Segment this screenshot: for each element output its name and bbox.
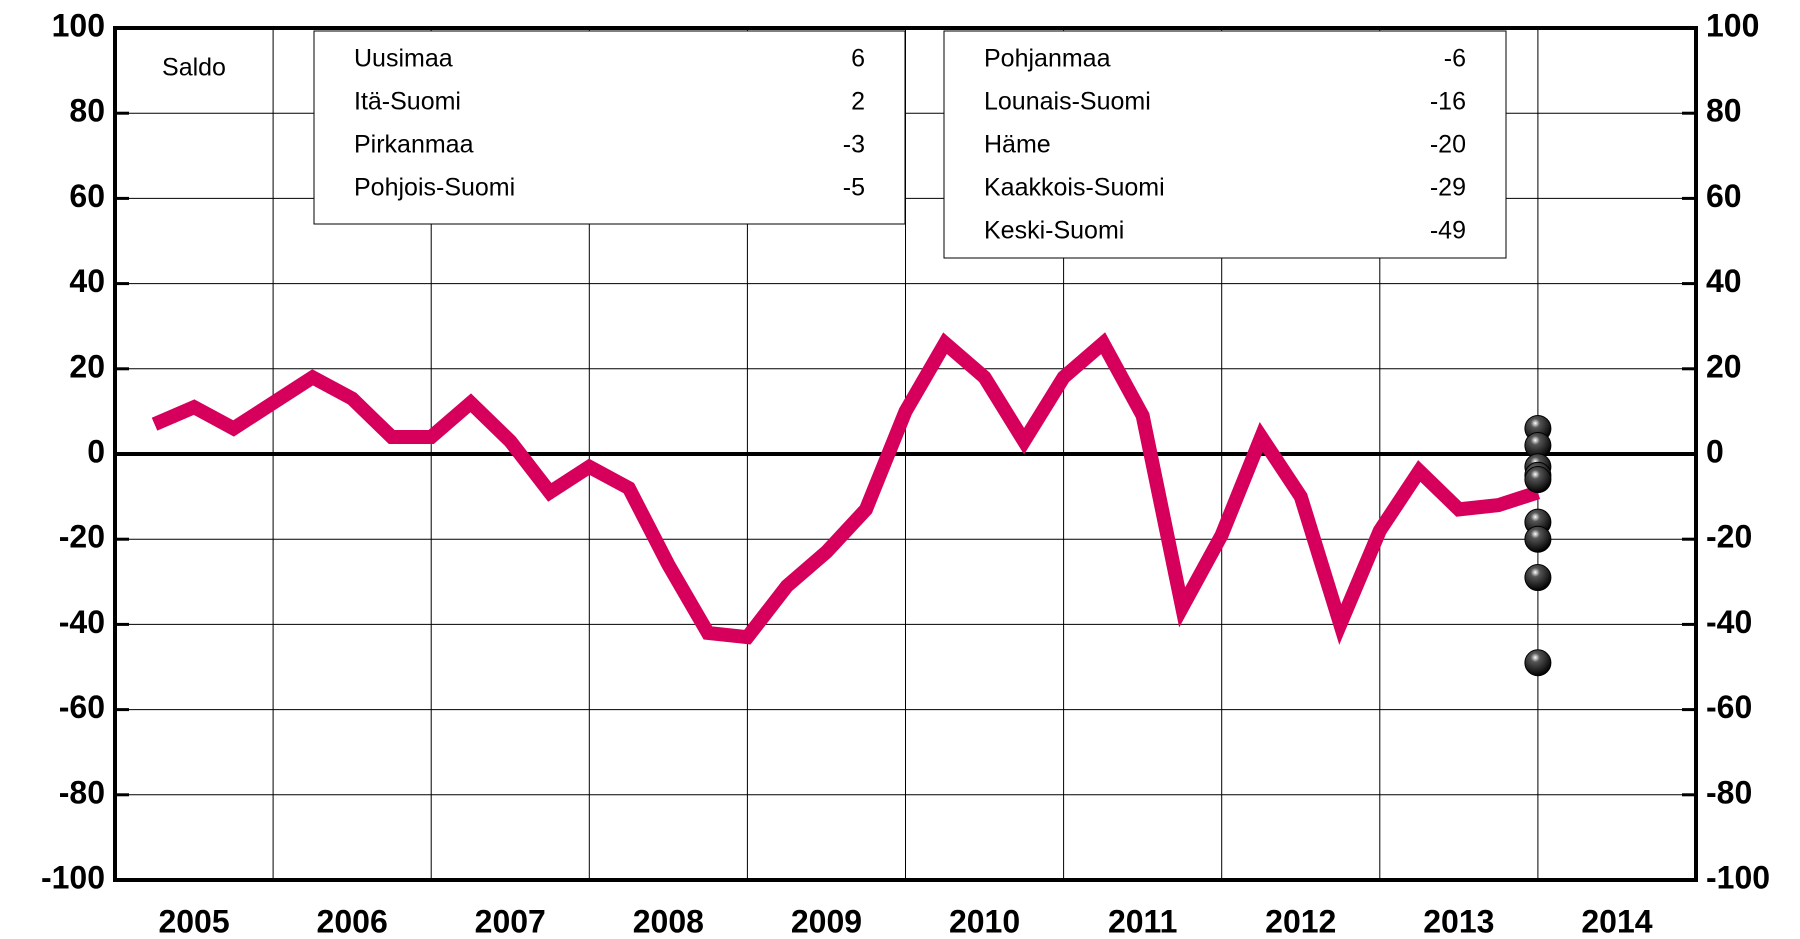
legend-box bbox=[943, 30, 1507, 259]
region-dot bbox=[1524, 466, 1552, 494]
legend-name: Itä-Suomi bbox=[354, 88, 461, 116]
x-tick-label: 2013 bbox=[1423, 903, 1494, 939]
x-tick-label: 2009 bbox=[791, 903, 862, 939]
legend-name: Kaakkois-Suomi bbox=[984, 174, 1165, 202]
x-tick-label: 2014 bbox=[1581, 903, 1652, 939]
region-dot bbox=[1524, 649, 1552, 677]
legend-name: Pohjanmaa bbox=[984, 45, 1111, 73]
y-tick-label: -80 bbox=[59, 774, 105, 810]
legend-name: Pirkanmaa bbox=[354, 131, 474, 159]
x-tick-label: 2005 bbox=[158, 903, 229, 939]
y2-tick-label: 40 bbox=[1706, 263, 1742, 299]
x-tick-label: 2012 bbox=[1265, 903, 1336, 939]
x-tick-label: 2008 bbox=[633, 903, 704, 939]
legend-value: 6 bbox=[851, 45, 865, 73]
y-tick-label: 80 bbox=[69, 93, 105, 129]
legend-value: -29 bbox=[1430, 174, 1466, 202]
y-tick-label: 40 bbox=[69, 263, 105, 299]
data-line bbox=[151, 332, 1541, 645]
legend-name: Lounais-Suomi bbox=[984, 88, 1151, 116]
legend-value: -20 bbox=[1430, 131, 1466, 159]
y2-tick-label: 60 bbox=[1706, 178, 1742, 214]
legend-value: -5 bbox=[843, 174, 865, 202]
y2-tick-label: 0 bbox=[1706, 433, 1724, 469]
legend-value: -49 bbox=[1430, 217, 1466, 245]
legend-value: -3 bbox=[843, 131, 865, 159]
legend-value: -6 bbox=[1444, 45, 1466, 73]
axis-label: Saldo bbox=[162, 54, 226, 82]
legend-name: Keski-Suomi bbox=[984, 217, 1124, 245]
x-tick-label: 2011 bbox=[1108, 903, 1177, 939]
legend-box bbox=[313, 30, 906, 225]
y-tick-label: -40 bbox=[59, 604, 105, 640]
y-tick-label: 60 bbox=[69, 178, 105, 214]
y-tick-label: -100 bbox=[41, 859, 105, 895]
y-tick-label: 100 bbox=[52, 7, 105, 43]
legend-name: Uusimaa bbox=[354, 45, 453, 73]
y2-tick-label: -100 bbox=[1706, 859, 1770, 895]
x-tick-label: 2006 bbox=[317, 903, 388, 939]
y2-tick-label: -60 bbox=[1706, 689, 1752, 725]
region-dot bbox=[1524, 564, 1552, 592]
region-dot bbox=[1524, 525, 1552, 553]
y2-tick-label: -40 bbox=[1706, 604, 1752, 640]
y-tick-label: 20 bbox=[69, 348, 105, 384]
y-tick-label: 0 bbox=[87, 433, 105, 469]
x-tick-label: 2007 bbox=[475, 903, 546, 939]
y2-tick-label: 80 bbox=[1706, 93, 1742, 129]
y2-tick-label: 20 bbox=[1706, 348, 1742, 384]
y-tick-label: -20 bbox=[59, 519, 105, 555]
x-tick-label: 2010 bbox=[949, 903, 1020, 939]
legend-value: 2 bbox=[851, 88, 865, 116]
y2-tick-label: -20 bbox=[1706, 519, 1752, 555]
y2-tick-label: -80 bbox=[1706, 774, 1752, 810]
y-tick-label: -60 bbox=[59, 689, 105, 725]
y2-tick-label: 100 bbox=[1706, 7, 1759, 43]
legend-value: -16 bbox=[1430, 88, 1466, 116]
legend-name: Pohjois-Suomi bbox=[354, 174, 515, 202]
legend-name: Häme bbox=[984, 131, 1051, 159]
